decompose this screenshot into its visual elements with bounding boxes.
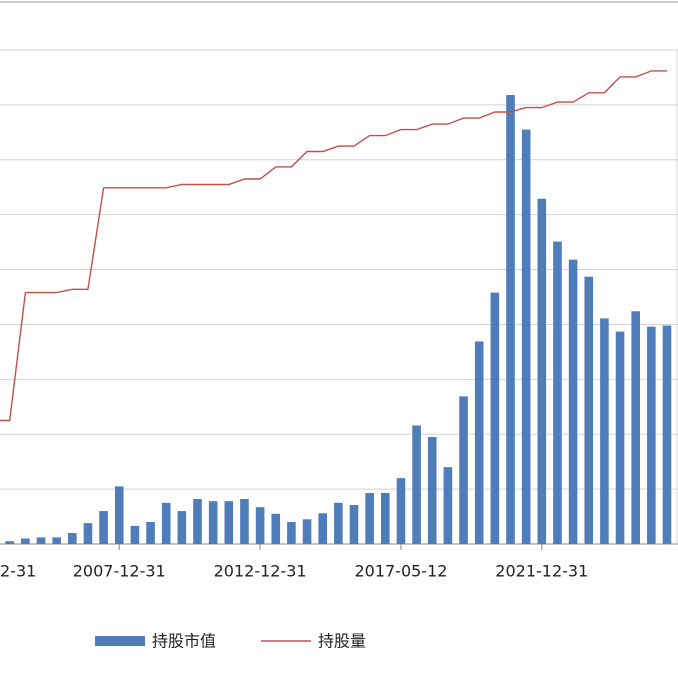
bar xyxy=(553,241,562,544)
x-tick-label: 2007-12-31 xyxy=(73,562,166,581)
bar xyxy=(412,425,421,544)
bar xyxy=(68,533,77,544)
bar xyxy=(224,501,234,544)
bar xyxy=(240,498,249,544)
bar xyxy=(21,538,30,544)
legend-label: 持股市值 xyxy=(152,632,216,651)
bar xyxy=(459,396,468,544)
bar xyxy=(349,505,359,544)
bar xyxy=(5,541,15,544)
bar xyxy=(161,502,171,544)
bar xyxy=(287,522,296,544)
legend-swatch xyxy=(95,636,145,646)
bar xyxy=(334,502,343,544)
legend-label: 持股量 xyxy=(318,632,366,651)
bar xyxy=(208,501,218,544)
bar xyxy=(52,537,61,544)
bar xyxy=(99,511,108,544)
bar xyxy=(521,129,531,545)
x-tick-label: 2-31 xyxy=(0,562,36,581)
x-tick-label: 2021-12-31 xyxy=(495,562,588,581)
bar xyxy=(474,341,484,544)
bar xyxy=(506,95,515,545)
bar xyxy=(365,492,374,544)
bar xyxy=(302,519,312,544)
bar xyxy=(130,525,140,544)
bar xyxy=(443,467,453,544)
bar xyxy=(662,325,672,544)
bar xyxy=(114,486,124,544)
bar xyxy=(490,292,500,544)
x-tick-label: 2012-12-31 xyxy=(214,562,307,581)
bar xyxy=(83,523,93,544)
bar xyxy=(271,513,281,544)
bar xyxy=(36,537,46,544)
bar xyxy=(631,311,640,544)
bar xyxy=(193,498,202,544)
bar xyxy=(615,331,625,544)
bar xyxy=(396,478,406,544)
bar xyxy=(647,326,656,544)
bar xyxy=(537,198,547,544)
bar xyxy=(318,513,327,544)
bar xyxy=(177,511,187,544)
bar xyxy=(600,318,609,544)
bar xyxy=(568,259,578,544)
bar xyxy=(146,522,155,544)
line xyxy=(0,70,667,422)
bar xyxy=(427,436,437,544)
bar xyxy=(255,507,265,544)
bar xyxy=(584,276,594,544)
bar xyxy=(381,492,390,544)
x-tick-label: 2017-05-12 xyxy=(354,562,447,581)
